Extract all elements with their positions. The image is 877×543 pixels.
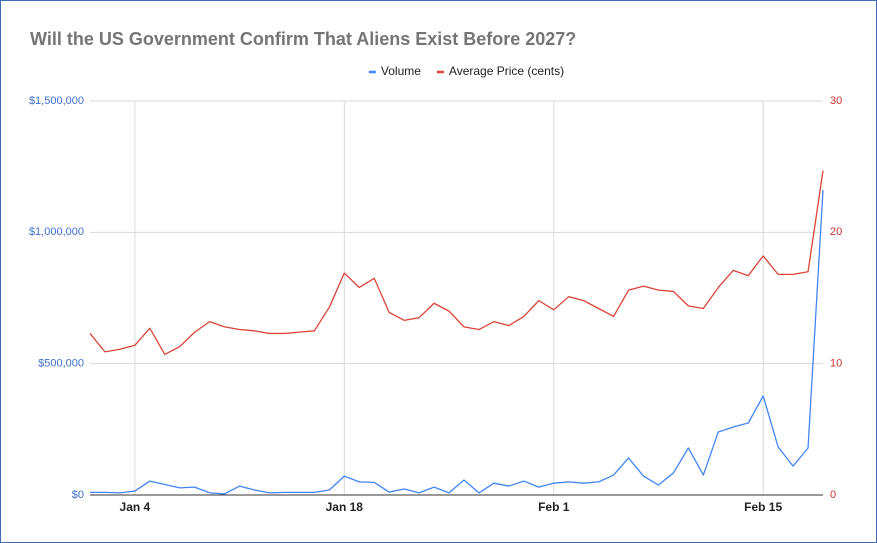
y-tick-label: $1,500,000 — [29, 95, 84, 107]
y2-tick-label: 30 — [830, 95, 842, 107]
x-tick-label: Feb 15 — [744, 500, 782, 514]
y-tick-label: $0 — [72, 489, 84, 501]
chart-title: Will the US Government Confirm That Alie… — [30, 29, 576, 49]
legend-item: Volume — [368, 64, 421, 78]
y-tick-label: $500,000 — [38, 358, 84, 370]
series-line — [89, 170, 824, 356]
legend-label: Volume — [381, 64, 421, 78]
x-tick-label: Jan 18 — [326, 500, 364, 514]
x-tick-label: Feb 1 — [538, 500, 570, 514]
series-line — [90, 190, 824, 495]
y2-tick-label: 20 — [830, 226, 842, 238]
y2-tick-label: 0 — [830, 489, 836, 501]
legend-item: Average Price (cents) — [436, 64, 564, 78]
y-tick-label: $1,000,000 — [29, 226, 84, 238]
legend: Volume Average Price (cents) — [368, 64, 564, 78]
legend-label: Average Price (cents) — [449, 64, 564, 78]
x-tick-label: Jan 4 — [120, 500, 151, 514]
y2-tick-label: 10 — [830, 358, 842, 370]
